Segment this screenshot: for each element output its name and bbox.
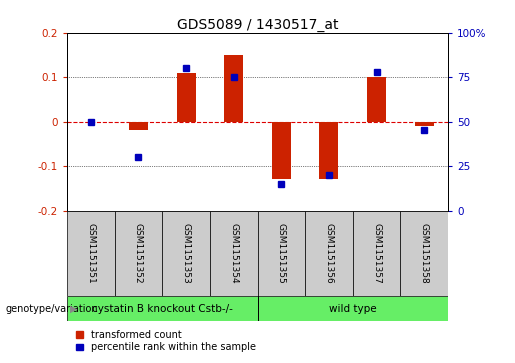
Bar [177,73,196,122]
Bar [367,77,386,122]
Text: ▶: ▶ [70,303,77,314]
Text: GSM1151354: GSM1151354 [229,223,238,284]
Title: GDS5089 / 1430517_at: GDS5089 / 1430517_at [177,18,338,32]
Text: GSM1151355: GSM1151355 [277,223,286,284]
Text: GSM1151352: GSM1151352 [134,223,143,284]
Text: GSM1151351: GSM1151351 [87,223,95,284]
Text: GSM1151353: GSM1151353 [182,223,191,284]
Bar [353,211,401,296]
Bar [319,122,338,179]
Bar [67,211,115,296]
Bar [210,211,258,296]
Bar [401,211,448,296]
Bar [272,122,291,179]
Text: GSM1151356: GSM1151356 [324,223,333,284]
Text: genotype/variation: genotype/variation [5,303,98,314]
Bar [415,122,434,126]
Text: GSM1151357: GSM1151357 [372,223,381,284]
Text: wild type: wild type [329,303,376,314]
Bar [224,55,243,122]
Bar [258,211,305,296]
Bar [162,211,210,296]
Bar [129,122,148,131]
Bar [258,296,448,321]
Text: cystatin B knockout Cstb-/-: cystatin B knockout Cstb-/- [92,303,233,314]
Legend: transformed count, percentile rank within the sample: transformed count, percentile rank withi… [72,326,260,356]
Bar [305,211,353,296]
Text: GSM1151358: GSM1151358 [420,223,428,284]
Bar [114,211,162,296]
Bar [67,296,258,321]
